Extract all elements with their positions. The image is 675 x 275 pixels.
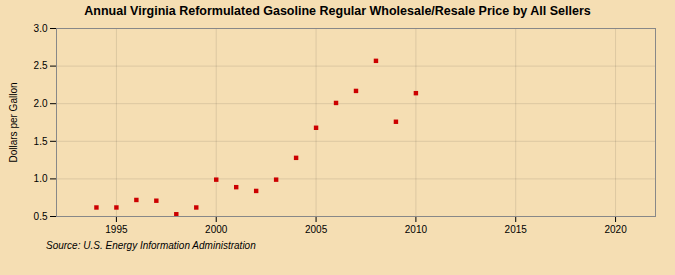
svg-text:1.0: 1.0 <box>34 173 48 184</box>
svg-text:2.0: 2.0 <box>34 98 48 109</box>
svg-text:2010: 2010 <box>405 224 428 235</box>
html-text:Source: U.S. Energy Informatio: Source: U.S. Energy Information Administ… <box>46 240 256 251</box>
svg-text:1.5: 1.5 <box>34 136 48 147</box>
html-text:Annual Virginia Reformulated G: Annual Virginia Reformulated Gasoline Re… <box>84 4 591 18</box>
svg-text:0.5: 0.5 <box>34 211 48 222</box>
svg-text:3.0: 3.0 <box>34 23 48 34</box>
svg-text:Dollars per Gallon: Dollars per Gallon <box>8 82 19 162</box>
svg-text:2015: 2015 <box>505 224 528 235</box>
svg-text:2020: 2020 <box>604 224 627 235</box>
svg-text:2.5: 2.5 <box>34 60 48 71</box>
svg-text:2000: 2000 <box>205 224 228 235</box>
svg-text:1995: 1995 <box>105 224 128 235</box>
svg-text:2005: 2005 <box>305 224 328 235</box>
